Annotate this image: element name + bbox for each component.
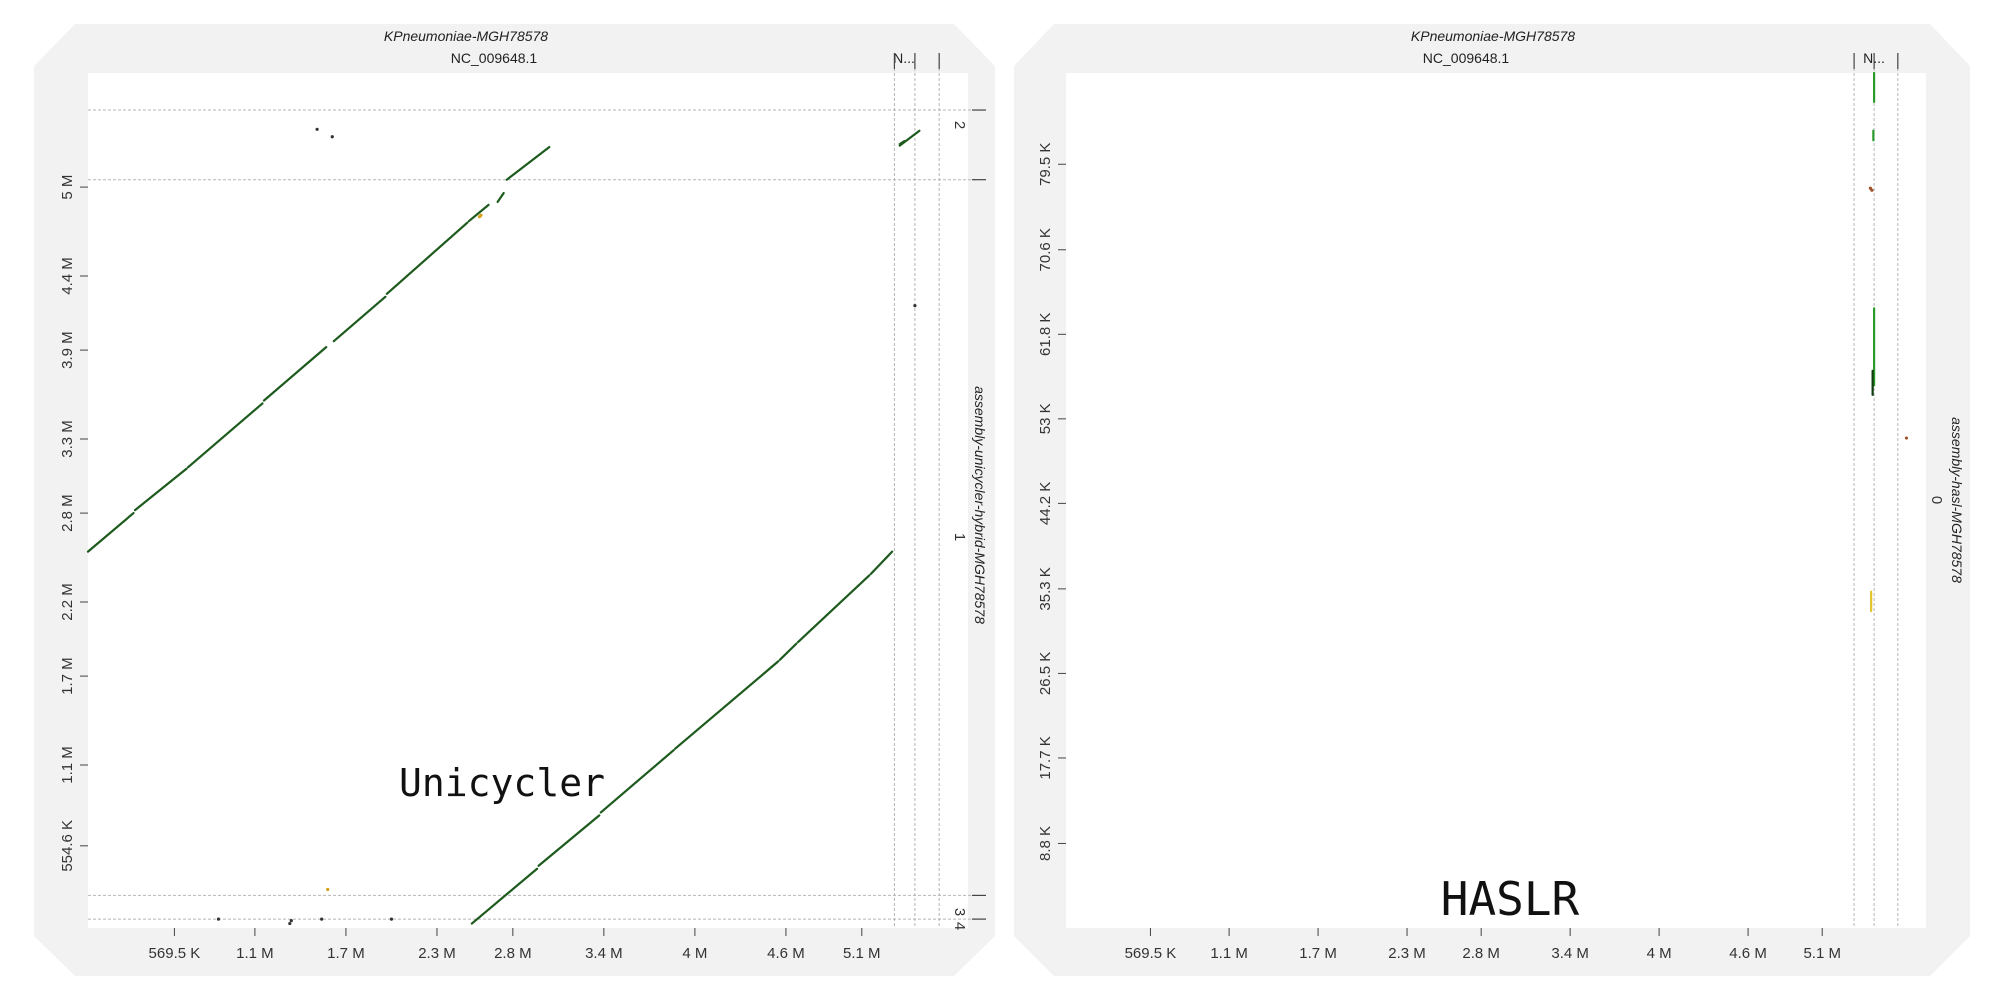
alignment-segment (778, 642, 798, 661)
alignment-point (289, 918, 293, 923)
alignment-point (479, 213, 483, 217)
alignment-point (330, 135, 334, 139)
plot-area (1066, 73, 1926, 928)
alignment-segment (467, 203, 490, 223)
x-tick-label: 4.6 M (767, 945, 805, 962)
assembler-annotation: Unicycler (399, 761, 605, 805)
alignment-point (389, 917, 394, 921)
x-tick-label: 3.4 M (1551, 945, 1589, 962)
alignment-segment (674, 660, 780, 750)
x-tick-label: 1.7 M (1299, 945, 1337, 962)
y-axis-label: assembly-hasl-MGH78578 (1949, 417, 1965, 583)
alignment-marks (1868, 71, 1909, 613)
y-tick-label: 53 K (1037, 403, 1054, 434)
y-tick-label: 3.3 M (59, 420, 76, 458)
alignment-point (1870, 188, 1874, 192)
query-segment-0-label: 0 (1928, 496, 1945, 504)
y-tick-label: 2.8 M (59, 494, 76, 532)
alignment-marks (86, 127, 921, 926)
y-tick-label: 2.2 M (59, 583, 76, 621)
x-tick-label: 2.3 M (1388, 945, 1426, 962)
x-tick-label: 569.5 K (149, 945, 201, 962)
panel-haslr: KPneumoniae-MGH78578 NC_009648.1 N... 56… (1014, 24, 1970, 976)
chart-title: KPneumoniae-MGH78578 (1411, 28, 1575, 44)
query-segment-4-label: 4 (951, 922, 968, 930)
x-tick-label: 3.4 M (585, 945, 623, 962)
y-axis-label: assembly-unicycler-hybrid-MGH78578 (972, 386, 988, 624)
alignment-segment (262, 346, 328, 402)
y-tick-label: 1.7 M (59, 657, 76, 695)
x-tick-label: 5.1 M (1803, 945, 1841, 962)
segment-grid (1853, 53, 1899, 928)
y-tick-label: 44.2 K (1037, 482, 1054, 525)
x-tick-label: 1.1 M (236, 945, 274, 962)
alignment-segment (869, 550, 894, 575)
alignment-segment (796, 574, 871, 644)
x-tick-label: 2.8 M (494, 945, 532, 962)
alignment-point (216, 917, 221, 921)
x-tick-label: 2.8 M (1462, 945, 1500, 962)
x-tick-label: 569.5 K (1125, 945, 1177, 962)
x-axis-ticks: 569.5 K 1.1 M 1.7 M 2.3 M 2.8 M 3.4 M 4 M 4.6 M… (149, 928, 881, 962)
y-tick-label: 17.7 K (1037, 736, 1054, 779)
query-segment-2-label: 2 (951, 121, 968, 129)
y-tick-label: 61.8 K (1037, 313, 1054, 356)
y-tick-label: 70.6 K (1037, 228, 1054, 271)
x-tick-label: 4 M (682, 945, 707, 962)
y-tick-label: 5 M (59, 175, 76, 200)
alignment-segment (537, 814, 601, 867)
panel-unicycler: KPneumoniae-MGH78578 NC_009648.1 N... 56… (34, 24, 995, 976)
chart-subtitle: NC_009648.1 (1423, 50, 1510, 66)
alignment-segment (898, 140, 906, 146)
alignment-segment (385, 221, 469, 295)
alignment-segment (496, 191, 505, 204)
alignment-point (1904, 436, 1909, 440)
x-tick-label: 5.1 M (843, 945, 881, 962)
y-tick-label: 35.3 K (1037, 567, 1054, 610)
x-tick-label: 2.3 M (418, 945, 456, 962)
x-tick-label: 4.6 M (1729, 945, 1767, 962)
query-segment-3-label: 3 (951, 908, 968, 916)
y-axis-ticks: 554.6 K 1.1 M 1.7 M 2.2 M 2.8 M 3.3 M 3.9 M 4.4… (59, 175, 88, 872)
alignment-segment (332, 295, 387, 343)
alignment-point (913, 304, 917, 308)
chart-title: KPneumoniae-MGH78578 (384, 28, 548, 44)
segment-grid (88, 53, 986, 928)
y-tick-label: 3.9 M (59, 331, 76, 369)
alignment-segment (187, 402, 264, 469)
x-tick-label: 1.7 M (327, 945, 365, 962)
x-tick-label: 4 M (1647, 945, 1672, 962)
y-axis-ticks: 8.8 K 17.7 K 26.5 K 35.3 K 44.2 K 53 K 61.8 K 7… (1037, 143, 1066, 861)
y-tick-label: 1.1 M (59, 746, 76, 784)
x-axis-ticks: 569.5 K 1.1 M 1.7 M 2.3 M 2.8 M 3.4 M 4 M 4.6 M… (1125, 928, 1841, 962)
alignment-point (320, 917, 324, 921)
alignment-segment (86, 511, 135, 553)
alignment-segment (599, 749, 675, 814)
y-tick-label: 26.5 K (1037, 652, 1054, 695)
x-tick-label: 1.1 M (1210, 945, 1248, 962)
alignment-segment (470, 867, 539, 925)
query-segment-labels: 2 1 3 4 (951, 121, 968, 930)
y-tick-label: 4.4 M (59, 257, 76, 295)
query-segment-1-label: 1 (951, 533, 968, 541)
y-tick-label: 8.8 K (1037, 826, 1054, 861)
alignment-segment (133, 467, 188, 512)
y-tick-label: 79.5 K (1037, 143, 1054, 186)
alignment-segment (505, 145, 551, 181)
assembler-annotation: HASLR (1441, 872, 1580, 926)
alignment-point (288, 921, 292, 926)
alignment-point (326, 887, 330, 892)
ref-segment-label: N... (893, 50, 915, 66)
plot-area (88, 73, 968, 928)
chart-subtitle: NC_009648.1 (451, 50, 538, 66)
alignment-point (315, 127, 319, 131)
y-tick-label: 554.6 K (59, 820, 76, 872)
